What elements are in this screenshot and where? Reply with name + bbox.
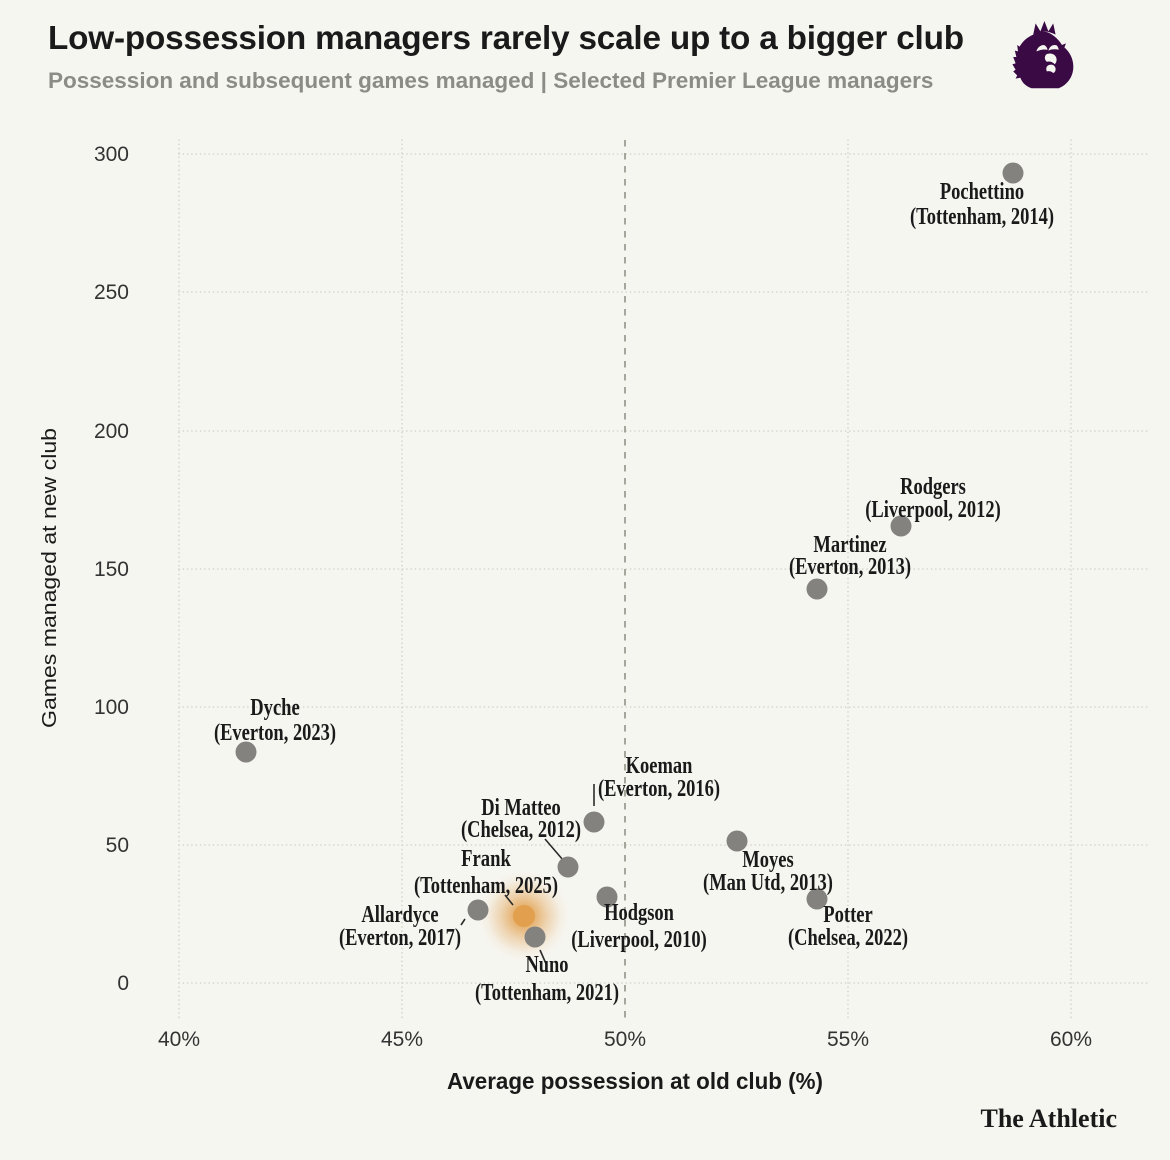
svg-text:55%: 55% [827,1028,869,1051]
svg-text:(Chelsea, 2022): (Chelsea, 2022) [788,925,908,951]
svg-text:(Liverpool, 2010): (Liverpool, 2010) [571,927,707,953]
svg-text:(Everton, 2023): (Everton, 2023) [214,720,336,746]
svg-text:0: 0 [117,972,129,995]
svg-text:45%: 45% [381,1028,423,1051]
svg-text:60%: 60% [1050,1028,1092,1051]
svg-text:(Everton, 2013): (Everton, 2013) [789,554,911,580]
svg-text:250: 250 [94,281,129,304]
svg-text:Frank: Frank [461,846,511,872]
svg-text:(Chelsea, 2012): (Chelsea, 2012) [461,817,581,843]
svg-text:(Tottenham, 2025): (Tottenham, 2025) [414,873,558,899]
svg-text:150: 150 [94,558,129,581]
svg-text:(Liverpool, 2012): (Liverpool, 2012) [865,497,1001,523]
svg-text:40%: 40% [158,1028,200,1051]
svg-text:Pochettino: Pochettino [940,179,1024,205]
svg-text:Dyche: Dyche [250,695,300,721]
svg-text:50: 50 [106,834,129,857]
svg-text:Hodgson: Hodgson [604,900,674,926]
svg-text:Nuno: Nuno [525,952,568,978]
svg-text:(Everton, 2016): (Everton, 2016) [598,776,720,802]
svg-text:100: 100 [94,696,129,719]
svg-text:(Everton, 2017): (Everton, 2017) [339,925,461,951]
svg-text:(Tottenham, 2021): (Tottenham, 2021) [475,980,619,1006]
svg-text:200: 200 [94,420,129,443]
svg-text:(Man Utd, 2013): (Man Utd, 2013) [703,870,833,896]
svg-text:Games managed at new club: Games managed at new club [39,428,61,728]
svg-text:300: 300 [94,143,129,166]
svg-text:(Tottenham, 2014): (Tottenham, 2014) [910,204,1054,230]
svg-text:50%: 50% [604,1028,646,1051]
svg-text:Average possession at old club: Average possession at old club (%) [447,1068,823,1094]
